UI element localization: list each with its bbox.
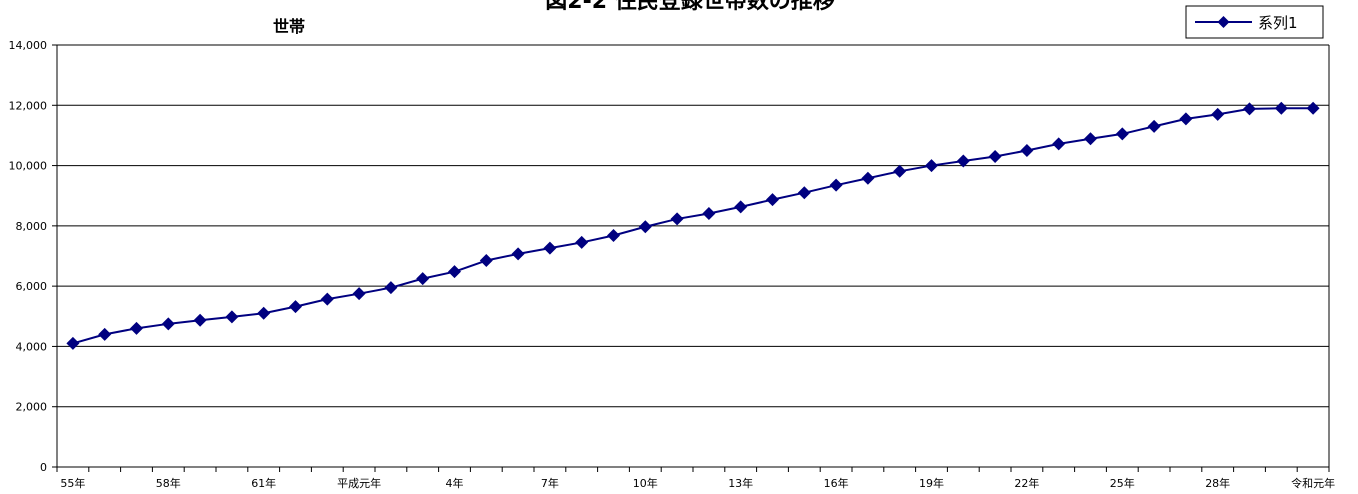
data-point (829, 178, 843, 192)
x-tick-label: 令和元年 (1291, 476, 1335, 490)
data-point (511, 247, 525, 261)
y-tick-label: 0 (40, 461, 47, 474)
data-point (766, 193, 779, 207)
data-point (257, 306, 271, 320)
data-point (575, 235, 589, 249)
data-point (1084, 132, 1097, 146)
x-tick-label: 7年 (541, 476, 559, 490)
data-point (1274, 101, 1288, 115)
data-point (956, 154, 970, 168)
data-point (130, 321, 143, 335)
data-point (66, 336, 80, 350)
data-point (925, 159, 938, 173)
x-tick-label: 19年 (919, 476, 944, 490)
y-tick-label: 14,000 (9, 39, 48, 52)
data-point (416, 272, 430, 286)
x-tick-label: 4年 (446, 476, 464, 490)
y-tick-label: 12,000 (9, 99, 48, 112)
data-point (1243, 102, 1256, 116)
data-point (734, 200, 748, 214)
data-point (352, 287, 366, 301)
legend-entry-label: 系列1 (1258, 14, 1298, 32)
data-point (893, 164, 907, 178)
data-point (702, 206, 716, 220)
axes (56, 45, 1330, 468)
data-point (797, 186, 811, 200)
y-tick-label: 4,000 (16, 340, 48, 353)
x-tick-label: 55年 (60, 476, 85, 490)
data-point (1211, 107, 1225, 121)
x-tick-label: 58年 (156, 476, 181, 490)
chart-title: 図2-2 住民登録世帯数の推移 (545, 0, 834, 14)
data-point (1115, 127, 1129, 141)
y-axis-ticks: 0 2,000 4,000 6,000 8,000 10,000 12,000 14,000 (9, 39, 57, 474)
data-point (543, 241, 557, 255)
x-tick-label: 25年 (1110, 476, 1135, 490)
data-point (1147, 119, 1161, 133)
x-tick-label: 22年 (1014, 476, 1039, 490)
data-point (988, 150, 1002, 164)
x-tick-label: 16年 (824, 476, 849, 490)
data-point (289, 300, 302, 314)
data-point (670, 212, 684, 226)
data-point (1020, 144, 1034, 157)
y-tick-label: 10,000 (9, 160, 48, 173)
data-point (479, 254, 493, 268)
data-point (861, 171, 875, 185)
x-tick-label: 13年 (728, 476, 753, 490)
legend-box (1185, 5, 1324, 39)
data-point (161, 317, 175, 331)
y-tick-label: 8,000 (16, 220, 48, 233)
data-point (1052, 137, 1066, 151)
data-point (98, 327, 112, 341)
x-axis-ticks: 55年 58年 61年 平成元年 4年 7年 10年 13年 16年 19年 22年 25年 28年 令和… (56, 467, 1335, 490)
data-point (607, 229, 620, 243)
x-tick-label: 28年 (1205, 476, 1230, 490)
data-point (1306, 101, 1320, 115)
legend-diamond-marker (1217, 16, 1230, 28)
data-point (193, 313, 207, 327)
x-tick-label: 61年 (251, 476, 276, 490)
data-point (638, 220, 652, 234)
data-series (66, 101, 1320, 350)
data-point (1179, 112, 1193, 126)
gridlines (57, 44, 1329, 408)
data-point (384, 281, 398, 295)
y-axis-unit-label: 世帯 (273, 17, 305, 36)
y-tick-label: 6,000 (16, 280, 48, 293)
y-tick-label: 2,000 (16, 401, 48, 414)
data-point (320, 292, 334, 306)
data-point (225, 310, 239, 324)
series-line (72, 107, 1314, 345)
legend: 系列1 (1185, 5, 1324, 39)
data-point (448, 265, 461, 279)
x-tick-label: 平成元年 (337, 476, 381, 490)
x-tick-label: 10年 (633, 476, 658, 490)
